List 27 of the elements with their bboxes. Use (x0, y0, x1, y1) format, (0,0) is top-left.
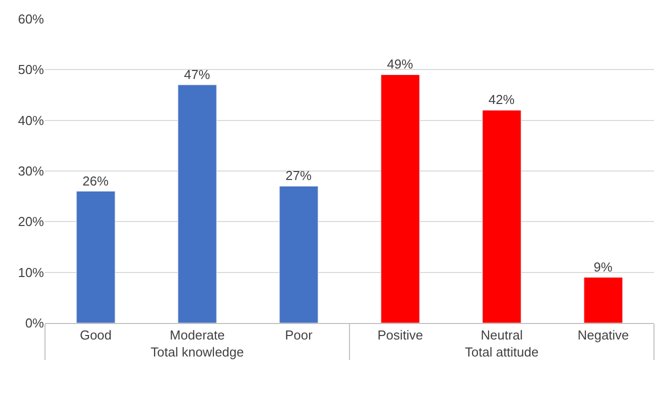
x-tick-label: Neutral (480, 328, 523, 343)
x-tick-label: Poor (285, 328, 314, 343)
y-tick-label: 50% (18, 62, 44, 78)
x-tick-label: Positive (377, 328, 424, 343)
bar (482, 110, 522, 323)
bar (380, 74, 420, 323)
data-label: 27% (286, 168, 312, 184)
y-tick-label: 0% (25, 316, 44, 331)
text: Total knowledge (150, 344, 244, 360)
x-tick-label: Good (80, 328, 112, 343)
y-tick-label: 60% (18, 12, 44, 27)
bar (584, 277, 623, 323)
data-label: 42% (488, 92, 515, 108)
y-tick-label: 20% (18, 214, 44, 230)
y-tick-label: 40% (18, 112, 44, 128)
bar (178, 84, 217, 323)
data-label: 47% (184, 66, 210, 82)
data-label: 26% (82, 173, 109, 188)
data-label: 9% (594, 259, 613, 274)
x-tick-label: Moderate (170, 328, 225, 343)
y-tick-label: 10% (18, 264, 44, 280)
bar (76, 191, 116, 323)
y-tick-label: 30% (18, 164, 44, 179)
bar (279, 186, 318, 323)
data-label: 49% (387, 56, 414, 72)
x-tick-label: Negative (578, 328, 629, 343)
text: Total attitude (464, 344, 539, 360)
